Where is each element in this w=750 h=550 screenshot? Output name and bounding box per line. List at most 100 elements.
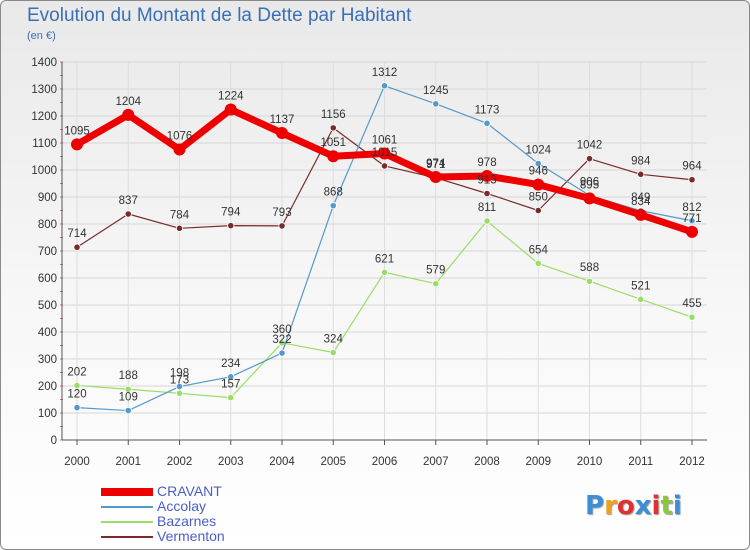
y-tick-label: 700	[38, 246, 57, 258]
data-point-accolay	[432, 100, 440, 108]
data-label-bazarnes: 588	[580, 262, 599, 274]
data-point-accolay	[124, 406, 132, 415]
data-label-vermenton: 971	[426, 159, 445, 171]
x-tick-label: 2009	[525, 456, 551, 468]
data-point-bazarnes	[483, 217, 491, 225]
data-point-vermenton	[124, 210, 132, 218]
y-tick-label: 0	[51, 435, 57, 447]
data-label-accolay: 234	[221, 358, 241, 370]
data-point-cravant	[276, 127, 288, 140]
data-point-bazarnes	[534, 259, 542, 268]
data-point-cravant	[532, 178, 545, 191]
data-label-cravant: 1061	[372, 135, 398, 147]
data-point-accolay	[380, 82, 389, 90]
y-tick-label: 800	[38, 219, 57, 231]
data-label-vermenton: 913	[477, 174, 496, 186]
chart-title: Evolution du Montant de la Dette par Hab…	[27, 5, 412, 26]
data-label-vermenton: 793	[272, 207, 291, 219]
data-label-bazarnes: 324	[324, 334, 344, 346]
x-tick-label: 2002	[167, 456, 193, 468]
data-label-accolay: 1245	[423, 85, 449, 97]
data-label-accolay: 1312	[372, 67, 398, 79]
data-label-cravant: 1076	[167, 130, 193, 142]
data-label-vermenton: 794	[221, 207, 241, 219]
data-label-accolay: 812	[682, 202, 701, 214]
legend-label: Vermenton	[157, 528, 225, 544]
data-label-accolay: 198	[170, 368, 189, 380]
data-label-vermenton: 1042	[577, 140, 603, 152]
data-label-vermenton: 714	[67, 228, 87, 240]
x-tick-label: 2008	[474, 456, 500, 468]
data-label-bazarnes: 360	[272, 324, 291, 336]
data-label-accolay: 1024	[525, 145, 551, 157]
data-label-cravant: 946	[529, 166, 548, 178]
series-group	[71, 82, 698, 415]
data-label-accolay: 1173	[475, 104, 500, 116]
proxiti-logo: Proxiti	[585, 491, 682, 521]
data-point-bazarnes	[175, 389, 184, 397]
data-point-cravant	[378, 147, 391, 160]
data-point-bazarnes	[380, 268, 389, 276]
data-label-accolay: 906	[580, 176, 599, 188]
legend-swatch	[101, 506, 153, 508]
data-point-vermenton	[73, 243, 81, 251]
y-tick-label: 500	[38, 300, 57, 312]
data-label-cravant: 1204	[115, 96, 141, 108]
data-label-bazarnes: 202	[67, 366, 86, 378]
data-label-bazarnes: 654	[529, 244, 549, 256]
y-tick-label: 300	[38, 354, 57, 366]
y-tick-label: 900	[38, 192, 57, 204]
data-point-vermenton	[637, 170, 645, 178]
data-point-bazarnes	[432, 280, 440, 288]
data-point-bazarnes	[688, 313, 696, 321]
data-point-cravant	[327, 150, 340, 163]
y-tick-label: 400	[38, 327, 57, 339]
chart-subtitle: (en €)	[27, 30, 56, 42]
legend-label: Bazarnes	[157, 513, 217, 529]
data-point-cravant	[122, 108, 135, 121]
data-point-cravant	[481, 169, 493, 182]
data-point-cravant	[583, 192, 596, 205]
legend-swatch	[101, 488, 153, 496]
data-point-vermenton	[534, 206, 542, 215]
legend-swatch	[101, 536, 153, 538]
data-point-vermenton	[483, 189, 491, 198]
data-point-vermenton	[227, 222, 235, 230]
data-point-vermenton	[329, 124, 337, 132]
y-tick-label: 1000	[31, 165, 57, 177]
data-point-vermenton	[175, 224, 184, 232]
legend-label: Accolay	[157, 498, 207, 514]
data-point-bazarnes	[585, 277, 594, 285]
data-label-cravant: 771	[682, 213, 701, 225]
data-label-bazarnes: 455	[682, 298, 701, 310]
y-tick-label: 1100	[32, 138, 57, 150]
y-tick-label: 1200	[31, 111, 57, 123]
x-tick-label: 2010	[577, 456, 603, 468]
grid	[62, 61, 707, 441]
x-tick-label: 2001	[115, 456, 141, 468]
x-tick-label: 2005	[320, 456, 346, 468]
data-point-cravant	[686, 225, 698, 238]
data-point-vermenton	[585, 155, 594, 163]
data-point-accolay	[227, 373, 235, 381]
data-point-bazarnes	[73, 381, 81, 390]
data-label-cravant: 1095	[64, 125, 90, 137]
data-point-accolay	[688, 217, 696, 225]
data-label-bazarnes: 579	[426, 265, 445, 277]
data-label-bazarnes: 173	[170, 374, 189, 386]
data-point-cravant	[634, 208, 647, 221]
data-point-cravant	[173, 143, 186, 156]
data-point-bazarnes	[637, 295, 645, 303]
x-tick-label: 2003	[218, 456, 244, 468]
data-label-accolay: 849	[631, 192, 650, 204]
data-labels: 1095 1204 1076 1224 1137 1051 1061 974 978 946 895…	[64, 67, 702, 404]
data-point-accolay	[534, 159, 542, 168]
x-tick-label: 2011	[628, 456, 653, 468]
data-label-vermenton: 837	[119, 195, 138, 207]
data-label-bazarnes: 811	[478, 202, 496, 214]
data-label-accolay: 868	[324, 187, 343, 199]
data-point-cravant	[224, 103, 237, 116]
data-label-bazarnes: 621	[375, 253, 394, 265]
